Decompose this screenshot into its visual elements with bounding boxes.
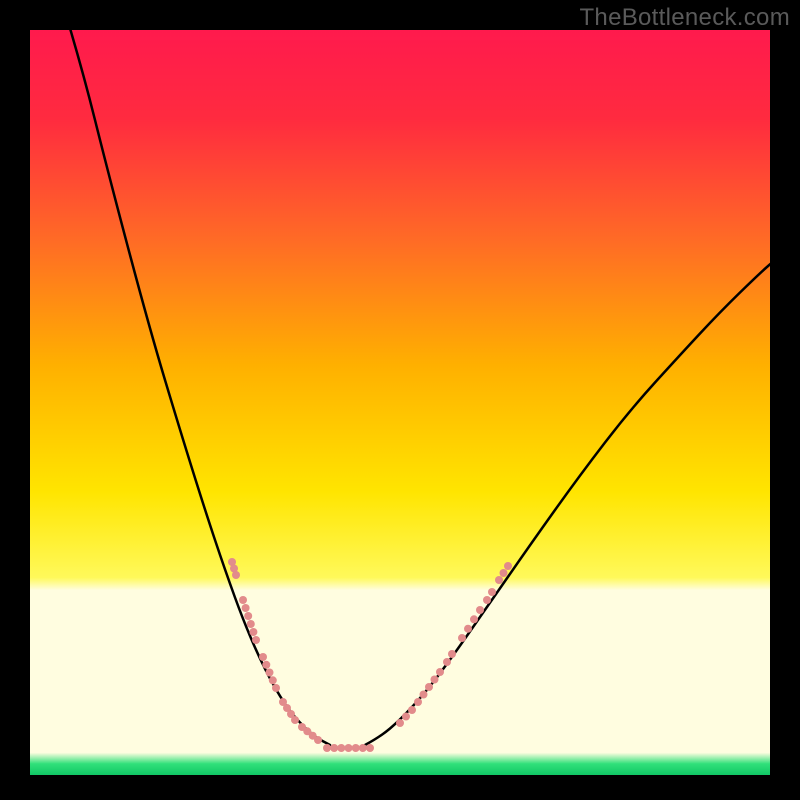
data-dot — [431, 676, 439, 684]
data-dot — [483, 596, 491, 604]
plot-area — [30, 30, 770, 775]
data-dot — [252, 636, 260, 644]
data-dot — [239, 596, 247, 604]
data-dot — [504, 562, 512, 570]
data-dot — [330, 744, 338, 752]
data-dot — [436, 668, 444, 676]
chart-container: TheBottleneck.com — [0, 0, 800, 800]
data-dot — [488, 588, 496, 596]
data-dot — [443, 658, 451, 666]
data-dot — [500, 569, 508, 577]
data-dot — [458, 634, 466, 642]
data-dot — [269, 676, 277, 684]
data-dot — [337, 744, 345, 752]
data-dot — [242, 604, 250, 612]
data-dot — [345, 744, 353, 752]
data-dot — [495, 576, 503, 584]
data-dot — [244, 612, 252, 620]
data-dot — [408, 706, 416, 714]
data-dot — [314, 736, 322, 744]
data-dot — [420, 691, 428, 699]
data-dot — [249, 628, 257, 636]
data-dot — [470, 615, 478, 623]
data-dot — [259, 653, 267, 661]
chart-svg — [30, 30, 770, 775]
data-dot — [414, 698, 422, 706]
data-dot — [323, 744, 331, 752]
data-dot — [425, 683, 433, 691]
data-dot — [359, 744, 367, 752]
data-dot — [272, 684, 280, 692]
chart-background — [30, 30, 770, 775]
data-dot — [232, 571, 240, 579]
data-dot — [291, 716, 299, 724]
data-dot — [476, 606, 484, 614]
data-dot — [396, 719, 404, 727]
data-dot — [262, 661, 270, 669]
data-dot — [464, 625, 472, 633]
data-dot — [448, 650, 456, 658]
watermark-text: TheBottleneck.com — [579, 4, 790, 32]
data-dot — [266, 669, 274, 677]
data-dot — [366, 744, 374, 752]
data-dot — [402, 713, 410, 721]
data-dot — [352, 744, 360, 752]
data-dot — [247, 620, 255, 628]
